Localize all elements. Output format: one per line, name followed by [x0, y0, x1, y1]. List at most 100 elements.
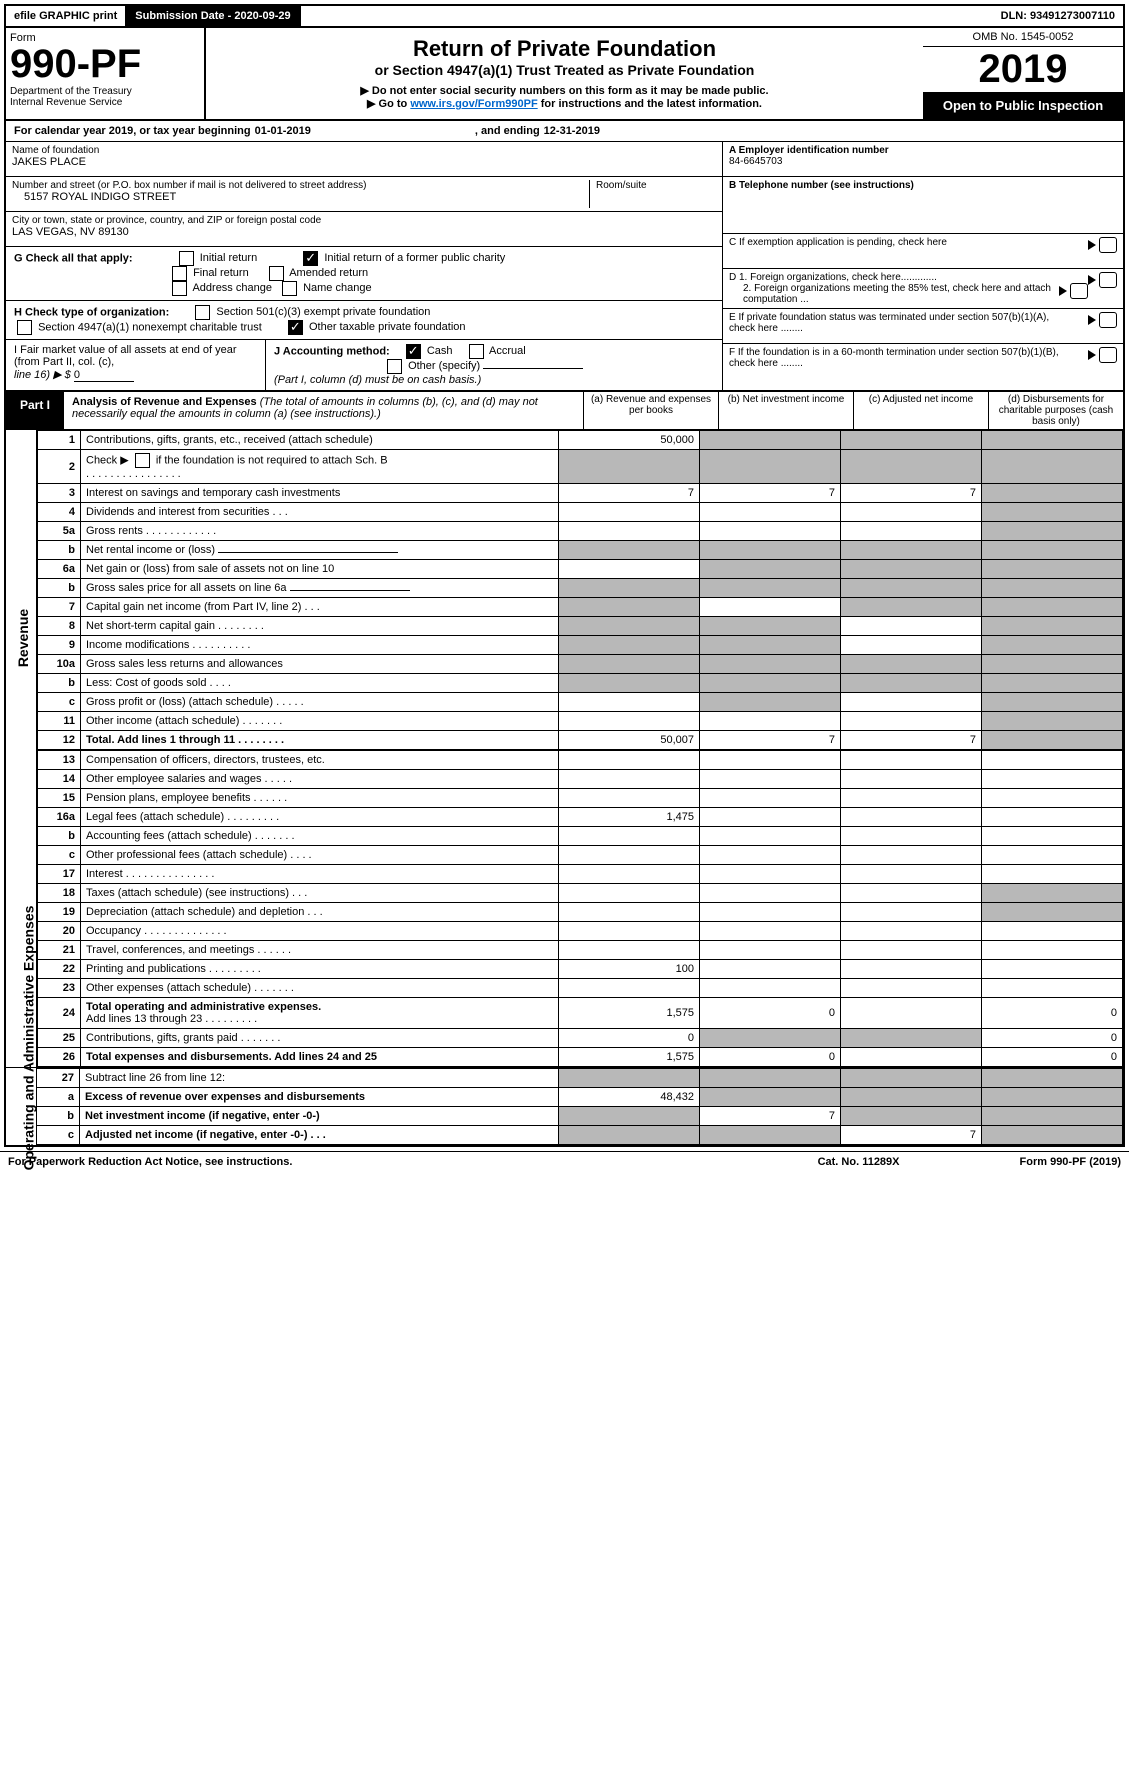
amended-cb[interactable]	[269, 266, 284, 281]
row-num: 22	[38, 960, 81, 979]
efile-label: efile GRAPHIC print	[6, 6, 127, 26]
dln: DLN: 93491273007110	[993, 6, 1123, 26]
warn2: ▶ Go to www.irs.gov/Form990PF for instru…	[214, 97, 915, 110]
arrow-icon	[1088, 315, 1096, 325]
e-cb[interactable]	[1099, 312, 1117, 328]
val-a	[559, 598, 700, 617]
val-c	[841, 598, 982, 617]
row-num: c	[37, 1126, 80, 1145]
b-label: B Telephone number (see instructions)	[729, 180, 914, 191]
r2-d: Check ▶	[86, 454, 132, 466]
schb-cb[interactable]	[135, 453, 150, 468]
expenses-section: Operating and Administrative Expenses 13…	[6, 750, 1123, 1067]
row-desc: Net short-term capital gain . . . . . . …	[81, 617, 559, 636]
initial-former-cb[interactable]	[303, 251, 318, 266]
val-c	[841, 450, 982, 484]
table-row: 4Dividends and interest from securities …	[38, 503, 1123, 522]
val-d	[982, 865, 1123, 884]
footer: For Paperwork Reduction Act Notice, see …	[0, 1151, 1129, 1172]
val-b	[700, 808, 841, 827]
instructions-link[interactable]: www.irs.gov/Form990PF	[410, 98, 537, 110]
val-c	[841, 1069, 982, 1088]
e-cell: E If private foundation status was termi…	[723, 309, 1123, 344]
row-desc: Other employee salaries and wages . . . …	[81, 770, 559, 789]
table-row: 8Net short-term capital gain . . . . . .…	[38, 617, 1123, 636]
final-return-cb[interactable]	[172, 266, 187, 281]
table-row: 16aLegal fees (attach schedule) . . . . …	[38, 808, 1123, 827]
4947-cb[interactable]	[17, 320, 32, 335]
val-d	[982, 751, 1123, 770]
r24-d2: Add lines 13 through 23 . . . . . . . . …	[86, 1013, 257, 1025]
d1-cb[interactable]	[1099, 272, 1117, 288]
col-headers: (a) Revenue and expenses per books (b) N…	[583, 392, 1123, 429]
submission-date: Submission Date - 2020-09-29	[127, 6, 300, 26]
row-desc: Contributions, gifts, grants paid . . . …	[81, 1029, 559, 1048]
val-d	[982, 503, 1123, 522]
c-cb[interactable]	[1099, 237, 1117, 253]
name-change-cb[interactable]	[282, 281, 297, 296]
col-c-header: (c) Adjusted net income	[853, 392, 988, 429]
row-num: 15	[38, 789, 81, 808]
row-num: 16a	[38, 808, 81, 827]
val-b	[700, 636, 841, 655]
c-cell: C If exemption application is pending, c…	[723, 234, 1123, 269]
val-d	[982, 884, 1123, 903]
val-a: 50,007	[559, 731, 700, 750]
val-c	[841, 922, 982, 941]
revenue-label: Revenue	[15, 609, 31, 667]
other-taxable-cb[interactable]	[288, 320, 303, 335]
row-desc: Gross rents . . . . . . . . . . . .	[81, 522, 559, 541]
val-d	[982, 1069, 1123, 1088]
table-row: bGross sales price for all assets on lin…	[38, 579, 1123, 598]
j-label: J Accounting method:	[274, 345, 390, 357]
row-desc: Pension plans, employee benefits . . . .…	[81, 789, 559, 808]
accrual-cb[interactable]	[469, 344, 484, 359]
val-c	[841, 808, 982, 827]
val-b	[700, 922, 841, 941]
header: Form 990-PF Department of the Treasury I…	[6, 28, 1123, 121]
table-row: 11Other income (attach schedule) . . . .…	[38, 712, 1123, 731]
row-num: b	[37, 1107, 80, 1126]
j-o2: Accrual	[489, 345, 526, 357]
city: LAS VEGAS, NV 89130	[12, 226, 716, 238]
val-c	[841, 655, 982, 674]
val-d	[982, 693, 1123, 712]
row-desc: Taxes (attach schedule) (see instruction…	[81, 884, 559, 903]
g-o3: Final return	[193, 267, 249, 279]
ein-cell: A Employer identification number 84-6645…	[723, 142, 1123, 177]
val-d	[982, 770, 1123, 789]
val-c	[841, 579, 982, 598]
table-row: bNet rental income or (loss)	[38, 541, 1123, 560]
row-num: b	[38, 674, 81, 693]
d2-cb[interactable]	[1070, 283, 1088, 299]
val-c	[841, 1107, 982, 1126]
val-c	[841, 431, 982, 450]
val-a: 48,432	[559, 1088, 700, 1107]
cash-cb[interactable]	[406, 344, 421, 359]
val-c	[841, 522, 982, 541]
calyear-mid: , and ending	[475, 125, 540, 137]
val-b	[700, 979, 841, 998]
f-cb[interactable]	[1099, 347, 1117, 363]
address-cell: Number and street (or P.O. box number if…	[6, 177, 722, 212]
row-num: 26	[38, 1048, 81, 1067]
val-d	[982, 1126, 1123, 1145]
row-num: c	[38, 846, 81, 865]
c-label: C If exemption application is pending, c…	[729, 237, 947, 248]
city-cell: City or town, state or province, country…	[6, 212, 722, 247]
val-a	[559, 617, 700, 636]
row-desc: Income modifications . . . . . . . . . .	[81, 636, 559, 655]
other-method-cb[interactable]	[387, 359, 402, 374]
501c3-cb[interactable]	[195, 305, 210, 320]
expenses-side: Operating and Administrative Expenses	[6, 750, 38, 1067]
part1-header: Part I Analysis of Revenue and Expenses …	[6, 392, 1123, 430]
val-a	[559, 503, 700, 522]
address-change-cb[interactable]	[172, 281, 187, 296]
val-a	[559, 865, 700, 884]
val-c	[841, 1088, 982, 1107]
dln-label: DLN:	[1001, 10, 1030, 22]
val-d	[982, 522, 1123, 541]
val-d	[982, 731, 1123, 750]
row-desc: Net rental income or (loss)	[81, 541, 559, 560]
initial-return-cb[interactable]	[179, 251, 194, 266]
